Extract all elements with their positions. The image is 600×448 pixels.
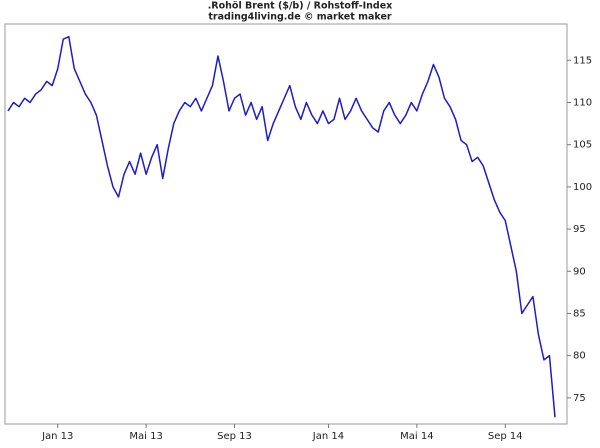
price-line xyxy=(7,35,556,418)
y-tick-label: 75 xyxy=(573,393,586,404)
x-tick-label: Jan 14 xyxy=(312,431,344,442)
y-tick-label: 110 xyxy=(573,97,592,108)
y-tick-label: 85 xyxy=(573,308,586,319)
y-tick-label: 95 xyxy=(573,224,586,235)
y-tick-label: 100 xyxy=(573,182,592,193)
y-tick-label: 115 xyxy=(573,55,592,66)
x-tick-label: Sep 14 xyxy=(488,431,523,442)
x-tick-label: Sep 13 xyxy=(217,431,252,442)
y-tick-label: 105 xyxy=(573,140,592,151)
plot-frame xyxy=(4,23,568,425)
y-tick-label: 80 xyxy=(573,351,586,362)
chart-subtitle: trading4living.de © market maker xyxy=(208,12,392,23)
y-tick-label: 90 xyxy=(573,266,586,277)
x-tick-label: Mai 14 xyxy=(400,431,433,442)
chart-title: .Rohöl Brent ($/b) / Rohstoff-Index xyxy=(208,1,393,12)
x-tick-label: Jan 13 xyxy=(41,431,73,442)
x-tick-label: Mai 13 xyxy=(129,431,162,442)
